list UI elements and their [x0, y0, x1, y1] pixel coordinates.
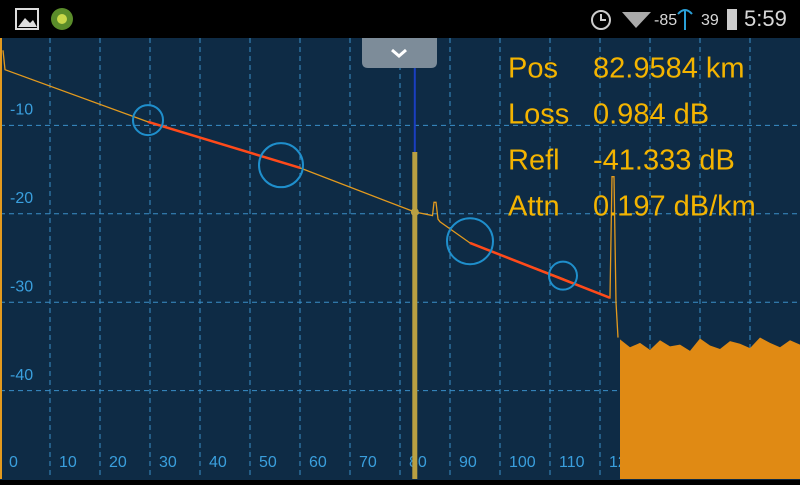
- cursor-point: [410, 208, 419, 217]
- clock: 5:59: [744, 6, 787, 31]
- readout-label: Loss: [508, 99, 569, 131]
- x-tick-label: 90: [459, 454, 477, 471]
- y-tick-label: -10: [10, 102, 33, 119]
- event-marker: [258, 142, 304, 189]
- readout-value: -41.333 dB: [593, 145, 735, 177]
- app-icon-center: [57, 14, 67, 24]
- readout-label: Refl: [508, 145, 560, 177]
- y-tick-label: -30: [10, 278, 33, 295]
- gallery-icon-shape: [18, 18, 37, 27]
- readout-label: Pos: [508, 53, 558, 85]
- gallery-icon: [15, 8, 39, 30]
- status-left-icons: [15, 8, 73, 30]
- x-tick-label: 30: [159, 454, 177, 471]
- y-tick-label: -20: [10, 190, 33, 207]
- event-marker: [132, 104, 164, 137]
- x-tick-label: 100: [509, 454, 536, 471]
- fit-line: [469, 241, 611, 299]
- status-right-icons: -85 39 5:59: [591, 6, 787, 31]
- wifi-icon: [622, 12, 651, 28]
- noise-area: [620, 337, 800, 479]
- alarm-icon: [591, 10, 611, 30]
- x-tick-label: 60: [309, 454, 327, 471]
- plot: 0102030405060708090100110120130140150-10…: [0, 38, 800, 479]
- y-tick-label: -40: [10, 367, 33, 384]
- x-tick-label: 80: [409, 454, 427, 471]
- x-tick-label: 70: [359, 454, 377, 471]
- x-tick-label: 10: [59, 454, 77, 471]
- x-tick-label: 0: [9, 454, 18, 471]
- x-tick-label: 50: [259, 454, 277, 471]
- readout-value: 82.9584 km: [593, 53, 745, 85]
- battery-icon: [727, 9, 737, 30]
- drawer-tab[interactable]: [362, 38, 437, 68]
- event-marker: [446, 217, 494, 266]
- readout-value: 0.984 dB: [593, 99, 709, 131]
- readout-panel: Pos 82.9584 km Loss 0.984 dB Refl -41.333 dB A…: [508, 53, 756, 223]
- event-marker: [548, 260, 578, 291]
- x-tick-label: 110: [559, 454, 585, 471]
- x-tick-label: 40: [209, 454, 227, 471]
- drawer-chevron[interactable]: [391, 48, 407, 58]
- x-tick-label: 20: [109, 454, 127, 471]
- signal-strength: -85: [654, 12, 677, 29]
- status-bar: [0, 0, 800, 38]
- battery-level: 39: [701, 12, 719, 29]
- fit-line: [147, 120, 301, 170]
- readout-label: Attn: [508, 191, 560, 223]
- readout-value: 0.197 dB/km: [593, 191, 756, 223]
- signal-icon: [677, 9, 693, 30]
- alarm-hands: [600, 14, 606, 21]
